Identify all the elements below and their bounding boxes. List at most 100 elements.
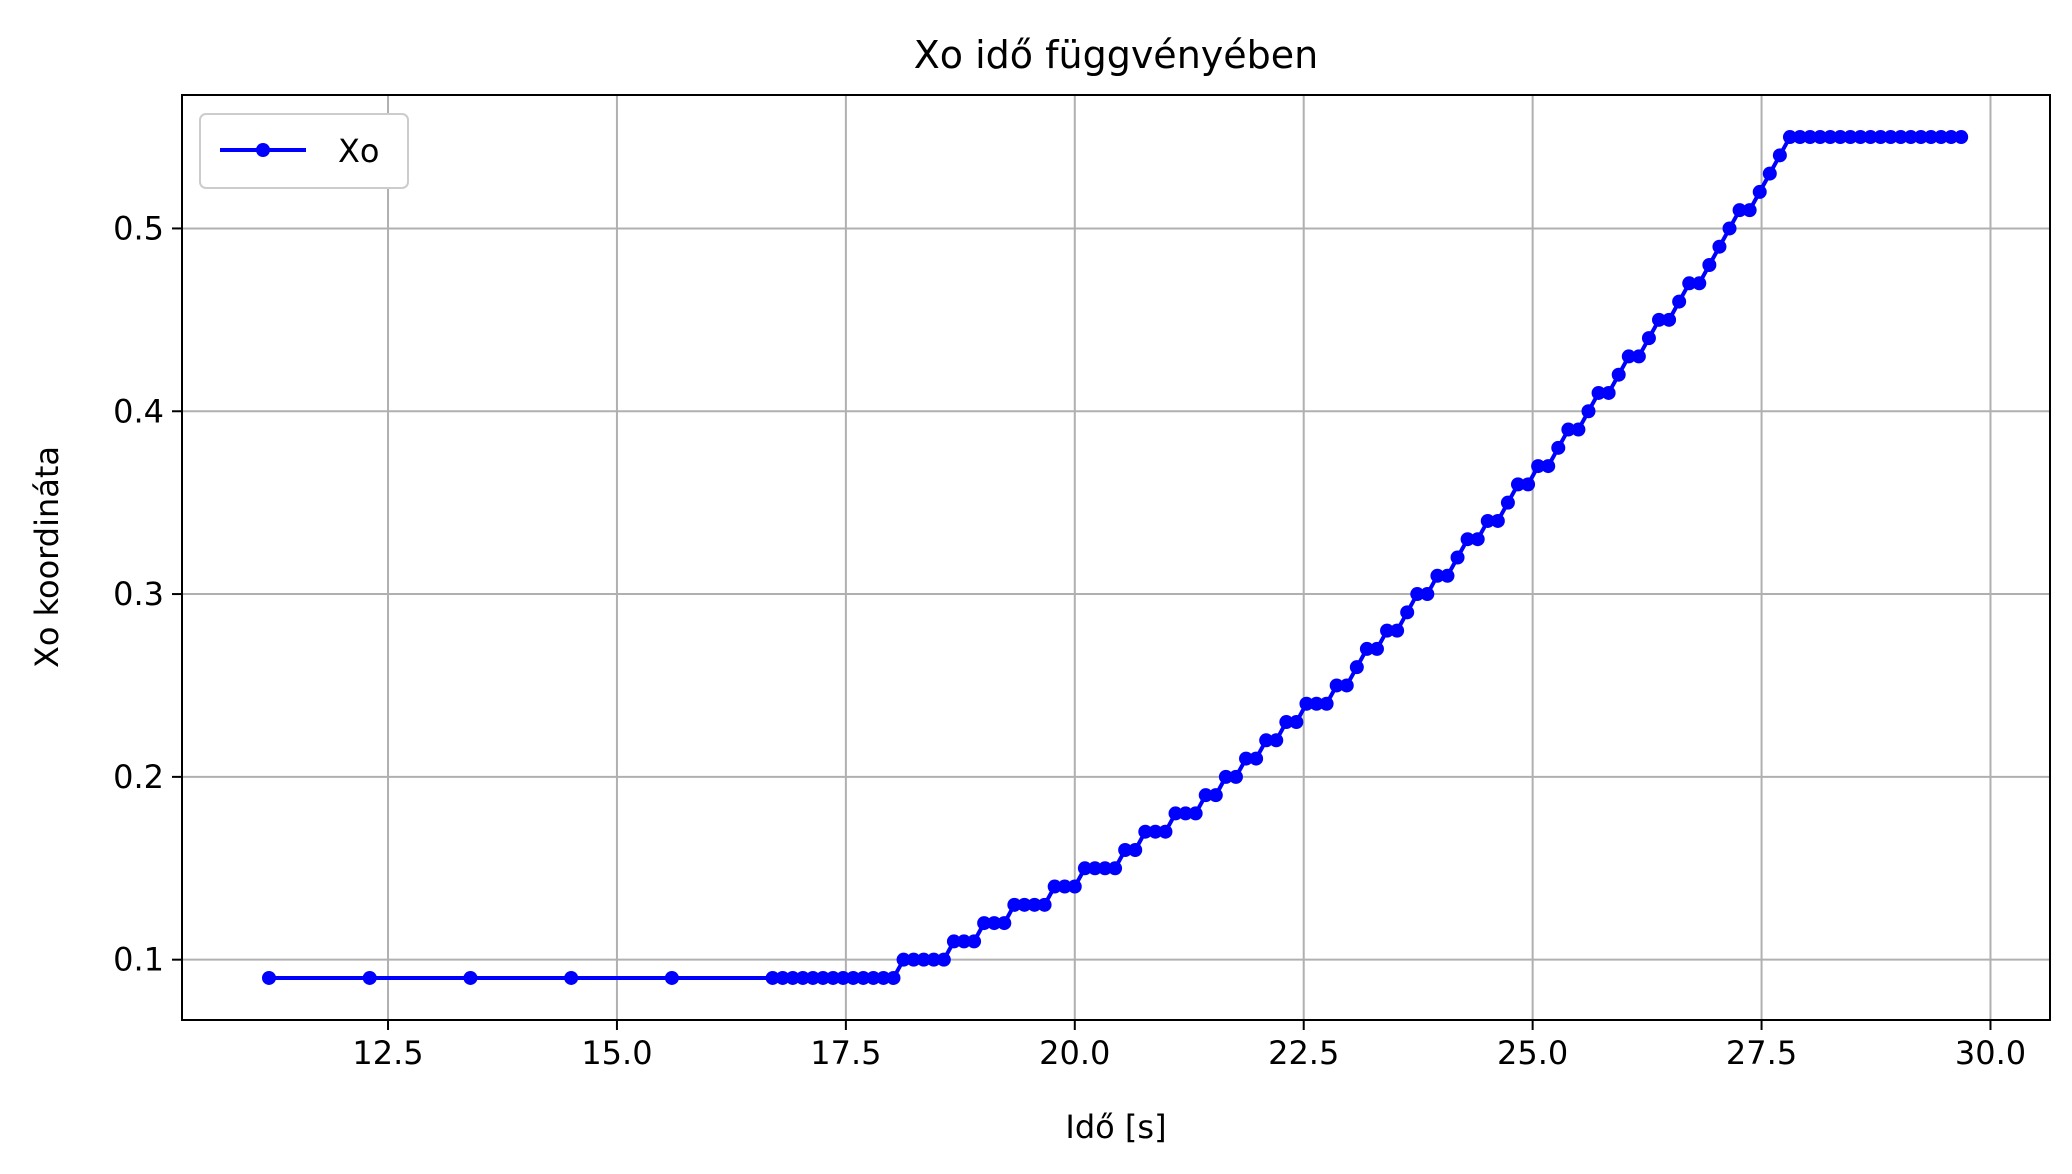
data-point <box>1339 678 1354 693</box>
data-point <box>1118 842 1133 857</box>
series-layer <box>261 130 1969 985</box>
data-point <box>1269 733 1284 748</box>
data-point <box>1893 130 1908 145</box>
data-point <box>1762 166 1777 181</box>
data-point <box>1803 130 1818 145</box>
data-point <box>1732 203 1747 218</box>
data-point <box>946 934 961 949</box>
data-point <box>1309 696 1324 711</box>
data-point <box>1319 696 1334 711</box>
data-point <box>1662 312 1677 327</box>
data-point <box>846 970 861 985</box>
data-point <box>1279 715 1294 730</box>
data-point <box>1218 769 1233 784</box>
data-point <box>1067 879 1082 894</box>
y-tick-label: 0.3 <box>113 575 164 613</box>
data-point <box>1500 495 1515 510</box>
data-point <box>1470 532 1485 547</box>
chart-title: Xo idő függvényében <box>914 33 1318 77</box>
data-point <box>916 952 931 967</box>
data-point <box>1631 349 1646 364</box>
data-point <box>805 970 820 985</box>
data-point <box>1460 532 1475 547</box>
data-point <box>1007 897 1022 912</box>
data-point <box>463 970 478 985</box>
data-point <box>1128 842 1143 857</box>
y-tick-label: 0.1 <box>113 941 164 979</box>
data-point <box>1198 788 1213 803</box>
data-point <box>1934 130 1949 145</box>
data-point <box>1712 239 1727 254</box>
data-point <box>1017 897 1032 912</box>
data-point <box>826 970 841 985</box>
legend-marker-xo <box>256 143 270 157</box>
data-point <box>1390 623 1405 638</box>
data-point <box>836 970 851 985</box>
data-point <box>906 952 921 967</box>
data-point <box>856 970 871 985</box>
data-point <box>1440 568 1455 583</box>
data-point <box>815 970 830 985</box>
data-point <box>1208 788 1223 803</box>
data-point <box>1239 751 1254 766</box>
data-point <box>1853 130 1868 145</box>
data-point <box>261 970 276 985</box>
data-point <box>1249 751 1264 766</box>
data-point <box>957 934 971 949</box>
y-tick-label: 0.5 <box>113 209 164 247</box>
data-point <box>1087 861 1102 876</box>
x-tick-label: 30.0 <box>1955 1034 2026 1072</box>
data-point <box>1944 130 1959 145</box>
data-point <box>876 970 891 985</box>
data-point <box>1329 678 1344 693</box>
data-point <box>362 970 377 985</box>
data-point <box>1369 641 1384 656</box>
data-point <box>896 952 911 967</box>
data-point <box>866 970 881 985</box>
data-point <box>1561 422 1576 437</box>
data-point <box>664 970 679 985</box>
data-point <box>1037 897 1052 912</box>
data-point <box>795 970 810 985</box>
grid <box>182 95 2050 1020</box>
data-point <box>1148 824 1163 839</box>
data-point <box>1903 130 1918 145</box>
data-point <box>1178 806 1193 821</box>
data-point <box>1652 312 1666 327</box>
data-point <box>967 934 982 949</box>
data-point <box>1581 404 1596 419</box>
data-point <box>1299 696 1314 711</box>
data-point <box>1400 605 1415 620</box>
legend: Xo <box>199 113 409 189</box>
data-point <box>1913 130 1928 145</box>
data-point <box>765 970 780 985</box>
data-point <box>997 916 1012 931</box>
data-point <box>1188 806 1203 821</box>
data-point <box>1510 477 1525 492</box>
data-point <box>926 952 941 967</box>
data-point <box>1108 861 1123 876</box>
data-point <box>1702 258 1717 273</box>
data-point <box>1722 221 1737 236</box>
data-point <box>1551 440 1566 455</box>
data-point <box>1027 897 1042 912</box>
data-point <box>1057 879 1072 894</box>
data-point <box>1601 385 1616 400</box>
data-point <box>977 916 992 931</box>
legend-label-xo: Xo <box>338 132 380 170</box>
y-tick-label: 0.2 <box>113 758 164 796</box>
data-point <box>1168 806 1183 821</box>
data-point <box>1742 203 1757 218</box>
data-point <box>1813 130 1828 145</box>
x-tick-label: 17.5 <box>810 1034 881 1072</box>
data-point <box>1954 130 1969 145</box>
data-point <box>1571 422 1586 437</box>
data-point <box>1259 733 1274 748</box>
data-point <box>775 970 790 985</box>
data-point <box>1349 660 1364 675</box>
data-point <box>1621 349 1636 364</box>
data-point <box>1410 587 1425 602</box>
data-point <box>785 970 800 985</box>
data-point <box>1833 130 1848 145</box>
